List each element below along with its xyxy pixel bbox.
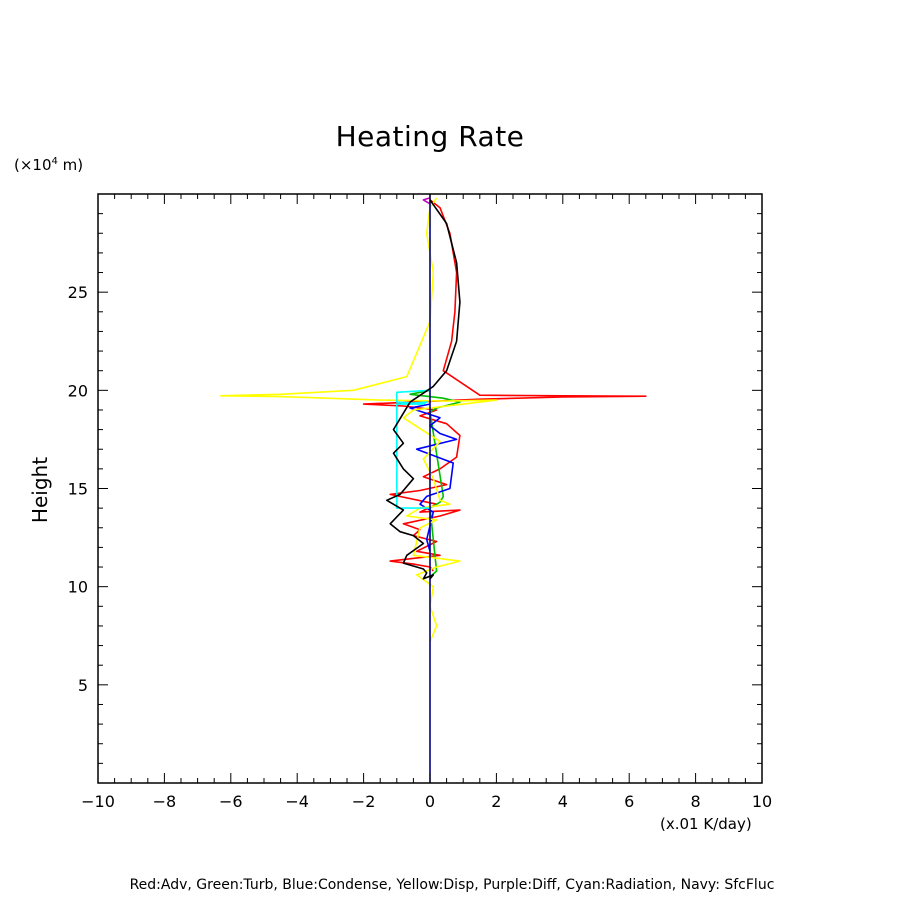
- x-tick-label: 0: [425, 792, 435, 811]
- tick-labels: −10 −8 −6 −4 −2 0 2 4 6 8 10 5 10 15 20 25: [68, 283, 773, 811]
- series-line-disp: [220, 197, 498, 642]
- series-line-diff: [422, 197, 431, 205]
- y-tick-label: 5: [78, 676, 88, 695]
- y-tick-label: 25: [68, 283, 88, 302]
- x-tick-label: 8: [691, 792, 701, 811]
- x-tick-label: −2: [352, 792, 376, 811]
- x-tick-label: 2: [491, 792, 501, 811]
- series-layer: [220, 194, 647, 783]
- y-unit-exponent: 4: [51, 156, 58, 167]
- series-line-adv: [362, 199, 647, 572]
- y-axis-label: Height: [28, 456, 52, 524]
- series-line-radiation: [395, 389, 431, 509]
- series-line-condense: [409, 403, 458, 552]
- x-axis-unit: (x.01 K/day): [660, 815, 752, 833]
- chart-title: Heating Rate: [335, 120, 525, 153]
- x-tick-label: −6: [219, 792, 243, 811]
- plot-frame: [97, 193, 763, 784]
- x-tick-label: −8: [153, 792, 177, 811]
- y-tick-label: 10: [68, 578, 88, 597]
- x-tick-label: 6: [624, 792, 634, 811]
- y-axis-unit: (×104 m): [14, 156, 83, 174]
- y-tick-label: 15: [68, 480, 88, 499]
- x-tick-label: −10: [81, 792, 115, 811]
- series-line-total: [385, 199, 461, 580]
- x-tick-label: 10: [752, 792, 772, 811]
- y-unit-suffix: m): [57, 156, 84, 174]
- legend-text: Red:Adv, Green:Turb, Blue:Condense, Yell…: [129, 877, 775, 893]
- y-tick-label: 20: [68, 381, 88, 400]
- axis-ticks: [97, 194, 763, 783]
- x-tick-label: −4: [285, 792, 309, 811]
- y-unit-prefix: (×10: [14, 156, 52, 174]
- x-tick-label: 4: [558, 792, 568, 811]
